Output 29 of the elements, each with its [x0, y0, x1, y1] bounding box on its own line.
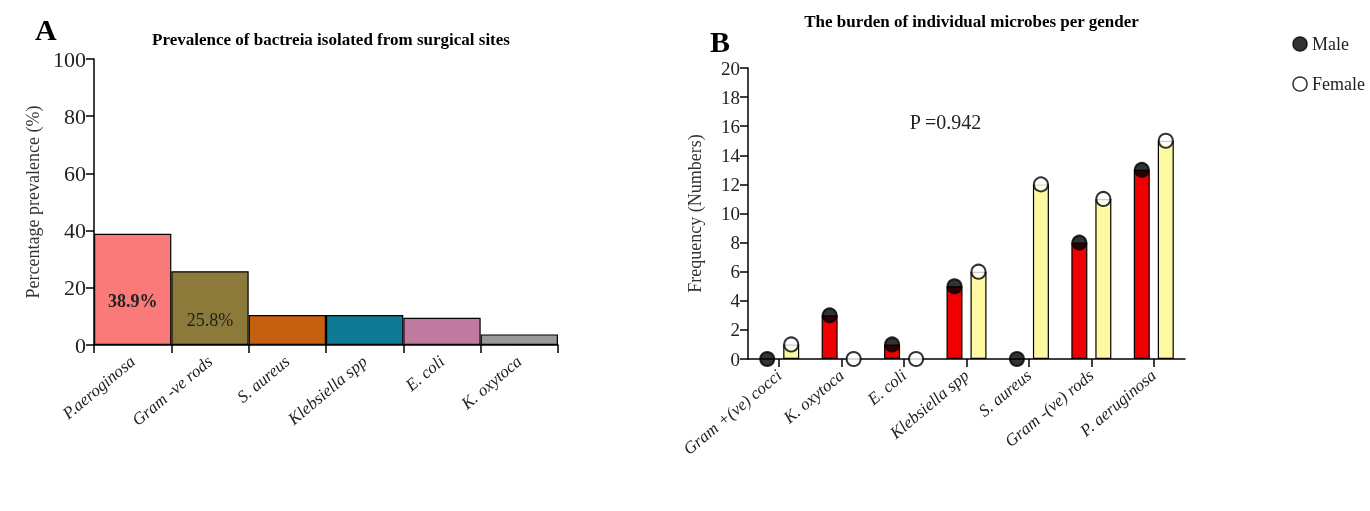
x-tick-label: E. coli: [401, 351, 449, 396]
y-tick-label: 10: [721, 203, 740, 224]
text: B: [710, 24, 731, 58]
y-tick-label: 12: [721, 173, 740, 195]
y-tick-label: 80: [64, 103, 86, 129]
data-label: 25.8%: [186, 310, 234, 331]
y-tick-label: 100: [53, 46, 86, 72]
annotation: P =0.942: [909, 110, 982, 133]
chart-title: Prevalence of bactreia isolated from surgical sites: [152, 30, 511, 49]
y-tick-label: 40: [64, 218, 86, 244]
legend-label: Male: [1312, 34, 1350, 54]
y-tick-label: 2: [730, 319, 740, 341]
y-tick-label: 14: [721, 144, 741, 166]
y-tick-label: 0: [730, 348, 740, 370]
y-tick-label: 60: [64, 160, 86, 186]
data-label: 38.9%: [107, 291, 158, 312]
y-tick-label: 16: [721, 115, 740, 137]
y-tick-label: 18: [721, 86, 740, 108]
y-tick-label: 20: [64, 275, 86, 301]
y-tick-label: 8: [730, 232, 740, 254]
chart-title: The burden of individual microbes per gender: [804, 12, 1140, 31]
text: A: [35, 12, 57, 46]
y-axis-title: Percentage prevalence (%): [23, 105, 44, 299]
y-tick-label: 6: [730, 261, 740, 283]
y-axis-title: Frequency (Numbers): [685, 134, 706, 293]
y-tick-label: 4: [730, 290, 741, 312]
y-tick-label: 20: [721, 57, 740, 79]
y-tick-label: 0: [75, 332, 86, 358]
legend-label: Female: [1312, 74, 1366, 94]
